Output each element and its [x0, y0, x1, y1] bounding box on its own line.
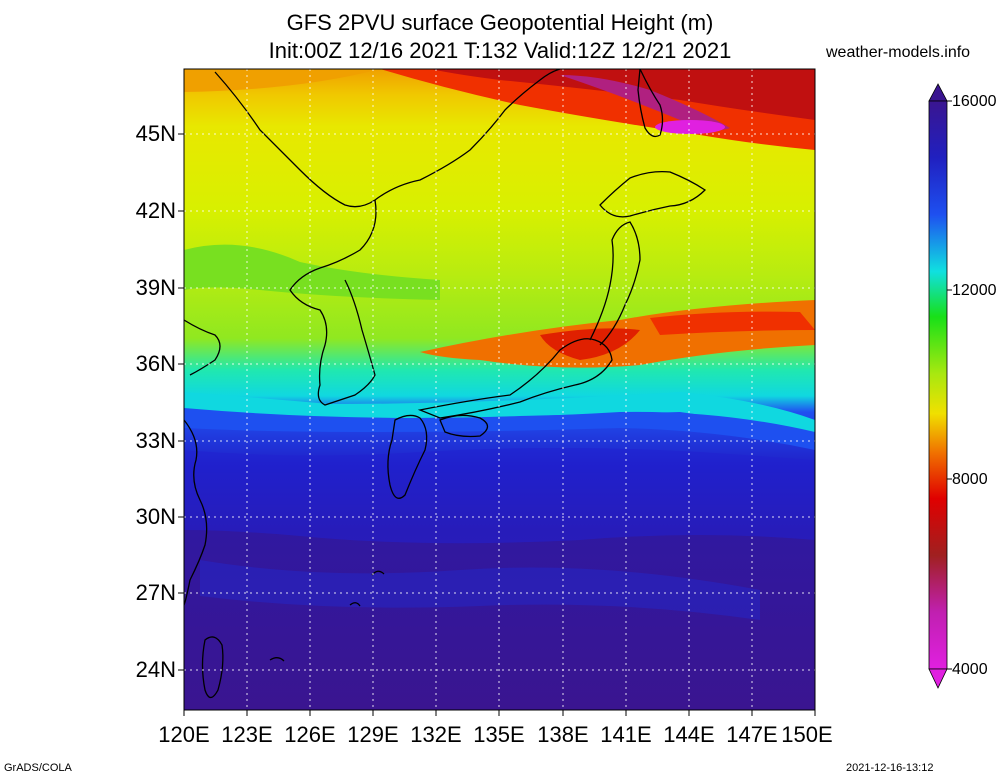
- color-bar: [928, 83, 952, 689]
- map-subtitle: Init:00Z 12/16 2021 T:132 Valid:12Z 12/2…: [268, 38, 732, 63]
- lon-label-147e: 147E: [726, 722, 778, 747]
- colorbar-label-12000: 12000: [952, 282, 997, 299]
- colorbar-label-4000: 4000: [952, 661, 988, 678]
- lon-label-123e: 123E: [221, 722, 273, 747]
- lon-label-144e: 144E: [663, 722, 715, 747]
- lat-label-24n: 24N: [135, 657, 176, 682]
- map-gridlines: [184, 69, 815, 710]
- lat-label-36n: 36N: [135, 351, 176, 376]
- site-label: weather-models.info: [826, 44, 971, 61]
- colorbar-label-8000: 8000: [952, 471, 988, 488]
- lat-label-42n: 42N: [135, 198, 176, 223]
- lon-label-150e: 150E: [781, 722, 833, 747]
- lat-label-39n: 39N: [135, 275, 176, 300]
- lon-label-138e: 138E: [537, 722, 589, 747]
- colorbar-top-arrow: [928, 83, 948, 102]
- lat-label-45n: 45N: [135, 121, 176, 146]
- lat-label-30n: 30N: [135, 504, 176, 529]
- lon-label-135e: 135E: [473, 722, 525, 747]
- lat-label-33n: 33N: [135, 428, 176, 453]
- footer-timestamp: 2021-12-16-13:12: [846, 762, 934, 774]
- lat-label-27n: 27N: [135, 580, 176, 605]
- lon-label-126e: 126E: [284, 722, 336, 747]
- axis-ticks: [178, 133, 816, 716]
- lon-label-129e: 129E: [347, 722, 399, 747]
- lon-label-132e: 132E: [410, 722, 462, 747]
- map-title: GFS 2PVU surface Geopotential Height (m): [286, 10, 714, 35]
- lon-label-120e: 120E: [158, 722, 210, 747]
- height-field: [184, 69, 815, 710]
- colorbar-bottom-arrow: [928, 668, 948, 689]
- colorbar-label-16000: 16000: [952, 93, 997, 110]
- footer-software-label: GrADS/COLA: [4, 762, 72, 774]
- lon-label-141e: 141E: [600, 722, 652, 747]
- coastlines: [184, 69, 707, 699]
- colorbar-ramp: [928, 100, 948, 670]
